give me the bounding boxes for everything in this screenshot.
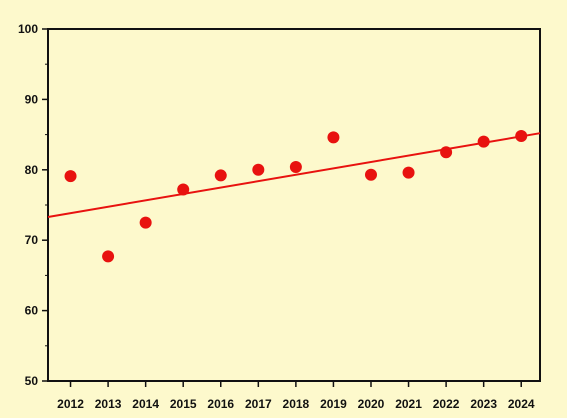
- data-point: [252, 163, 265, 176]
- data-point: [102, 250, 115, 263]
- data-point: [64, 170, 77, 183]
- data-point: [364, 168, 377, 181]
- x-tick-label: 2015: [170, 397, 197, 411]
- data-point: [139, 216, 152, 229]
- data-point: [177, 183, 190, 196]
- x-tick-label: 2012: [57, 397, 84, 411]
- data-point: [327, 131, 340, 144]
- data-point: [477, 135, 490, 148]
- data-point: [402, 166, 415, 179]
- y-tick-label: 100: [18, 22, 38, 36]
- plot-area: [47, 28, 541, 382]
- data-point: [214, 169, 227, 182]
- x-tick-label: 2023: [470, 397, 497, 411]
- x-tick-label: 2017: [245, 397, 272, 411]
- x-tick-label: 2013: [95, 397, 122, 411]
- y-tick-label: 50: [25, 374, 39, 388]
- y-tick-label: 80: [25, 163, 39, 177]
- x-axis-ticks: 2012 2013 2014 2015 2016 2017 2018 2019 2020 2021…: [57, 381, 535, 411]
- x-tick-label: 2024: [508, 397, 535, 411]
- x-tick-label: 2022: [433, 397, 460, 411]
- x-tick-label: 2019: [320, 397, 347, 411]
- trendline-group: [47, 132, 541, 218]
- x-tick-label: 2014: [132, 397, 159, 411]
- trendline: [47, 132, 541, 218]
- y-tick-label: 90: [25, 92, 39, 106]
- x-tick-label: 2016: [207, 397, 234, 411]
- x-tick-label: 2018: [283, 397, 310, 411]
- data-point: [440, 146, 453, 159]
- y-tick-label: 60: [25, 304, 39, 318]
- x-tick-label: 2020: [358, 397, 385, 411]
- x-tick-label: 2021: [395, 397, 422, 411]
- data-point: [289, 160, 302, 173]
- y-axis-ticks: 50 60 70 80 90 100: [18, 22, 48, 388]
- y-tick-label: 70: [25, 233, 39, 247]
- data-points: [64, 130, 528, 263]
- data-point: [515, 130, 528, 143]
